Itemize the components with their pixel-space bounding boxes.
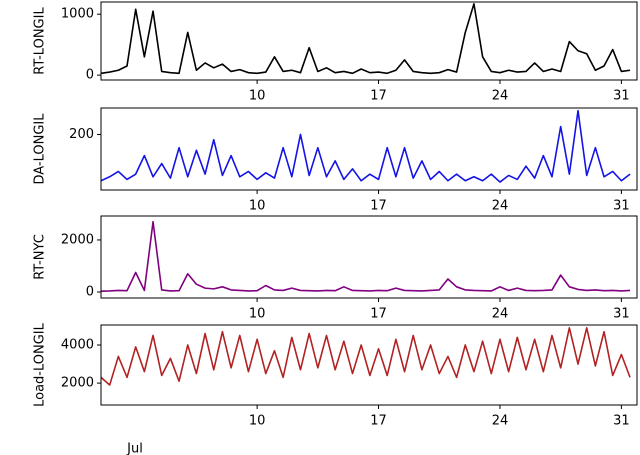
- plot-frame: [100, 107, 638, 191]
- x-tick-label: 31: [613, 414, 630, 429]
- y-axis-label: Load-LONGIL: [33, 322, 48, 407]
- data-line: [101, 327, 631, 386]
- x-tick-label: 10: [249, 307, 266, 322]
- plot-frame: [100, 324, 638, 406]
- x-tick-label: 24: [492, 307, 509, 322]
- x-tick-label: 17: [370, 307, 387, 322]
- x-tick-label: 24: [492, 89, 509, 104]
- x-tick-label: 17: [370, 89, 387, 104]
- x-tick-label: 10: [249, 414, 266, 429]
- x-tick-label: 24: [492, 199, 509, 214]
- y-axis-label: DA-LONGIL: [33, 113, 48, 185]
- x-tick-label: 31: [613, 199, 630, 214]
- data-line: [101, 3, 631, 75]
- x-tick-label: 31: [613, 307, 630, 322]
- y-tick-label: 1000: [61, 7, 94, 22]
- y-tick-label: 0: [86, 68, 94, 83]
- plot-frame: [100, 1, 638, 81]
- y-tick-label: 2000: [61, 376, 94, 391]
- x-tick-label: 24: [492, 414, 509, 429]
- x-tick-label: 10: [249, 199, 266, 214]
- x-tick-label: 31: [613, 89, 630, 104]
- x-tick-label: 17: [370, 199, 387, 214]
- y-tick-label: 2000: [61, 232, 94, 247]
- plot-frame: [100, 215, 638, 299]
- y-axis-label: RT-NYC: [33, 234, 48, 280]
- x-axis-label: Jul: [126, 442, 143, 455]
- y-tick-label: 0: [86, 285, 94, 300]
- y-axis-label: RT-LONGIL: [33, 7, 48, 75]
- y-tick-label: 200: [69, 127, 94, 142]
- data-line: [101, 220, 631, 293]
- x-tick-label: 17: [370, 414, 387, 429]
- data-line: [101, 109, 631, 183]
- y-tick-label: 4000: [61, 338, 94, 353]
- x-tick-label: 10: [249, 89, 266, 104]
